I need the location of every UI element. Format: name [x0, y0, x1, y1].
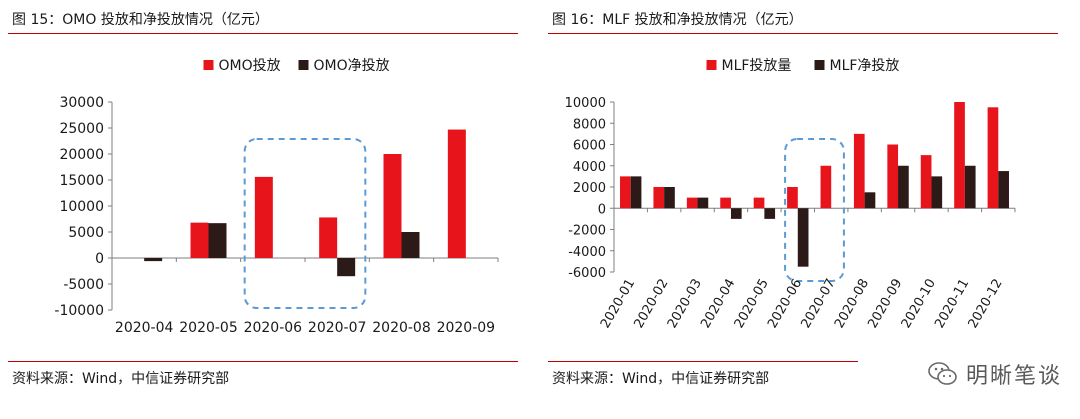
bar-series-1	[254, 176, 273, 258]
watermark: 明晰笔谈	[928, 358, 1062, 390]
omo-chart-title: 图 15：OMO 投放和净投放情况（亿元）	[12, 12, 269, 28]
y-tick-label: 4000	[573, 160, 606, 175]
bar-series-2	[401, 232, 420, 258]
bar-series-2	[697, 197, 709, 209]
bar-series-1	[920, 155, 932, 209]
source-rule	[548, 361, 858, 362]
bar-series-1	[653, 187, 665, 209]
y-tick-label: -4000	[568, 245, 606, 260]
bar-series-1	[686, 197, 698, 209]
bar-series-2	[964, 165, 976, 209]
omo-chart: OMO投放 OMO净投放 -10000 -5000 0 5000 10000 15000 200…	[54, 58, 499, 336]
mlf-chart: MLF投放量 MLF净投放 -6000 -4000 -2000 0 2000 4000 6000…	[565, 58, 1016, 331]
y-tick-label: 2000	[573, 181, 606, 196]
y-tick-label: 25000	[59, 121, 104, 137]
legend-swatch	[706, 60, 717, 70]
legend-label: OMO净投放	[314, 58, 390, 74]
bar-series-2	[337, 258, 356, 277]
bar-series-2	[998, 171, 1009, 209]
bar-series-1	[853, 133, 865, 209]
bar-series-2	[864, 192, 876, 209]
y-tick-label: -2000	[568, 224, 606, 239]
bar-series-2	[144, 258, 163, 262]
y-tick-label: 0	[598, 202, 606, 217]
y-tick-label: -10000	[54, 303, 104, 319]
bar-series-2	[664, 187, 675, 209]
x-tick-label: 2020-05	[179, 320, 238, 336]
legend-swatch	[298, 60, 309, 70]
bar-series-1	[987, 107, 999, 209]
bar-series-1	[447, 129, 466, 258]
y-tick-label: 8000	[573, 117, 606, 132]
bar-series-1	[319, 217, 338, 258]
y-tick-label: 10000	[565, 96, 606, 111]
mlf-source-note: 资料来源：Wind，中信证券研究部	[552, 371, 770, 387]
x-tick-label: 2020-06	[244, 320, 303, 336]
bar-series-2	[764, 208, 776, 219]
title-rule	[8, 33, 518, 34]
legend-swatch	[814, 60, 825, 70]
x-tick-label: 2020-09	[437, 320, 496, 336]
x-tick-label: 2020-07	[308, 320, 367, 336]
watermark-text: 明晰笔谈	[965, 364, 1062, 389]
y-tick-label: 20000	[59, 147, 104, 163]
y-tick-label: -5000	[63, 277, 104, 293]
mlf-chart-title: 图 16：MLF 投放和净投放情况（亿元）	[552, 12, 803, 28]
mlf-chart-panel: 图 16：MLF 投放和净投放情况（亿元） MLF投放量 MLF净投放 -6000 -…	[540, 0, 1070, 419]
y-tick-label: -6000	[568, 266, 606, 281]
bar-series-2	[208, 223, 227, 258]
legend-swatch	[203, 60, 214, 70]
wechat-icon	[928, 362, 957, 385]
omo-source-note: 资料来源：Wind，中信证券研究部	[12, 371, 230, 387]
bar-series-2	[797, 208, 809, 267]
bar-series-1	[753, 197, 765, 209]
x-tick-label: 2020-04	[115, 320, 174, 336]
bar-series-1	[787, 187, 798, 209]
y-tick-label: 15000	[59, 173, 104, 189]
legend-label: MLF净投放	[830, 58, 900, 74]
x-tick-label: 2020-08	[372, 320, 431, 336]
bar-series-2	[898, 165, 909, 209]
bar-series-1	[190, 222, 209, 258]
title-rule	[548, 33, 1058, 34]
bar-series-1	[954, 102, 965, 209]
legend-label: MLF投放量	[722, 58, 792, 74]
bar-series-1	[720, 197, 731, 209]
bar-series-2	[931, 176, 943, 209]
highlight-box	[243, 138, 367, 309]
highlight-box	[784, 138, 845, 282]
bar-series-1	[620, 176, 631, 209]
y-tick-label: 30000	[59, 95, 104, 111]
bar-series-1	[887, 144, 899, 209]
bar-series-1	[820, 165, 832, 209]
y-tick-label: 0	[95, 251, 104, 267]
bar-series-2	[630, 176, 642, 209]
bar-series-1	[383, 154, 402, 258]
y-tick-label: 6000	[573, 139, 606, 154]
y-tick-label: 5000	[68, 225, 104, 241]
legend-label: OMO投放	[219, 58, 281, 74]
omo-chart-panel: 图 15：OMO 投放和净投放情况（亿元） OMO投放 OMO净投放 -10000 -…	[0, 0, 530, 419]
bar-series-2	[730, 208, 742, 219]
y-tick-label: 10000	[59, 199, 104, 215]
source-rule	[8, 361, 518, 362]
